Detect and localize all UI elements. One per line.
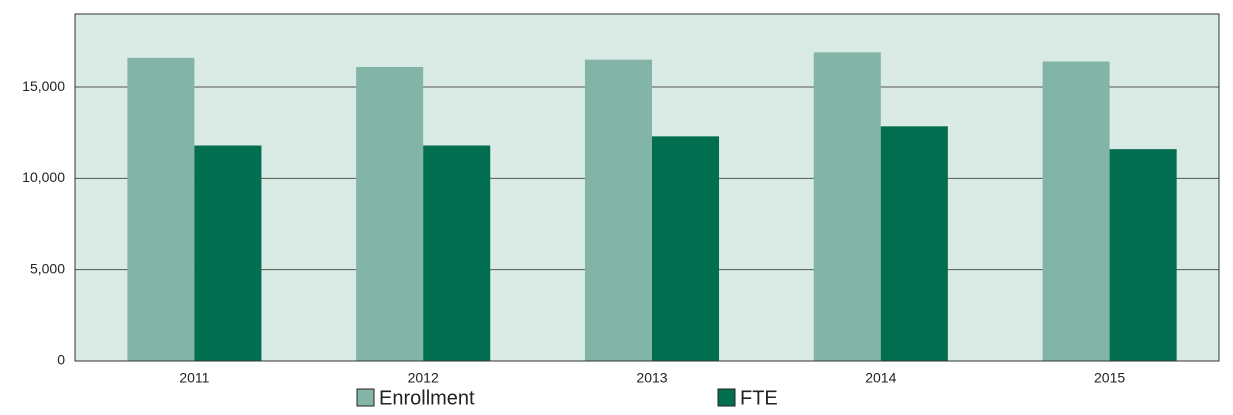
bar [652,136,720,361]
y-tick-label: 0 [57,352,65,368]
x-tick-label: 2011 [179,370,209,386]
bar [127,57,195,362]
x-tick-label: 2013 [636,370,667,386]
x-tick-label: 2012 [408,370,439,386]
legend-label: FTE [740,387,778,409]
bar [880,126,948,361]
bar [356,66,424,361]
bar [423,145,491,361]
x-tick-label: 2015 [1094,370,1125,386]
bar [194,145,262,361]
y-tick-label: 15,000 [22,78,65,94]
bar [584,59,652,361]
legend-swatch [717,388,736,407]
plot-frame [74,13,1220,362]
y-tick-label: 5,000 [30,260,65,276]
x-tick-label: 2014 [865,370,896,386]
legend-label: Enrollment [379,387,475,409]
bar [813,52,881,361]
bar [1042,61,1110,361]
legend-swatch [356,388,375,407]
y-tick-label: 10,000 [22,169,65,185]
bar [1109,149,1177,361]
